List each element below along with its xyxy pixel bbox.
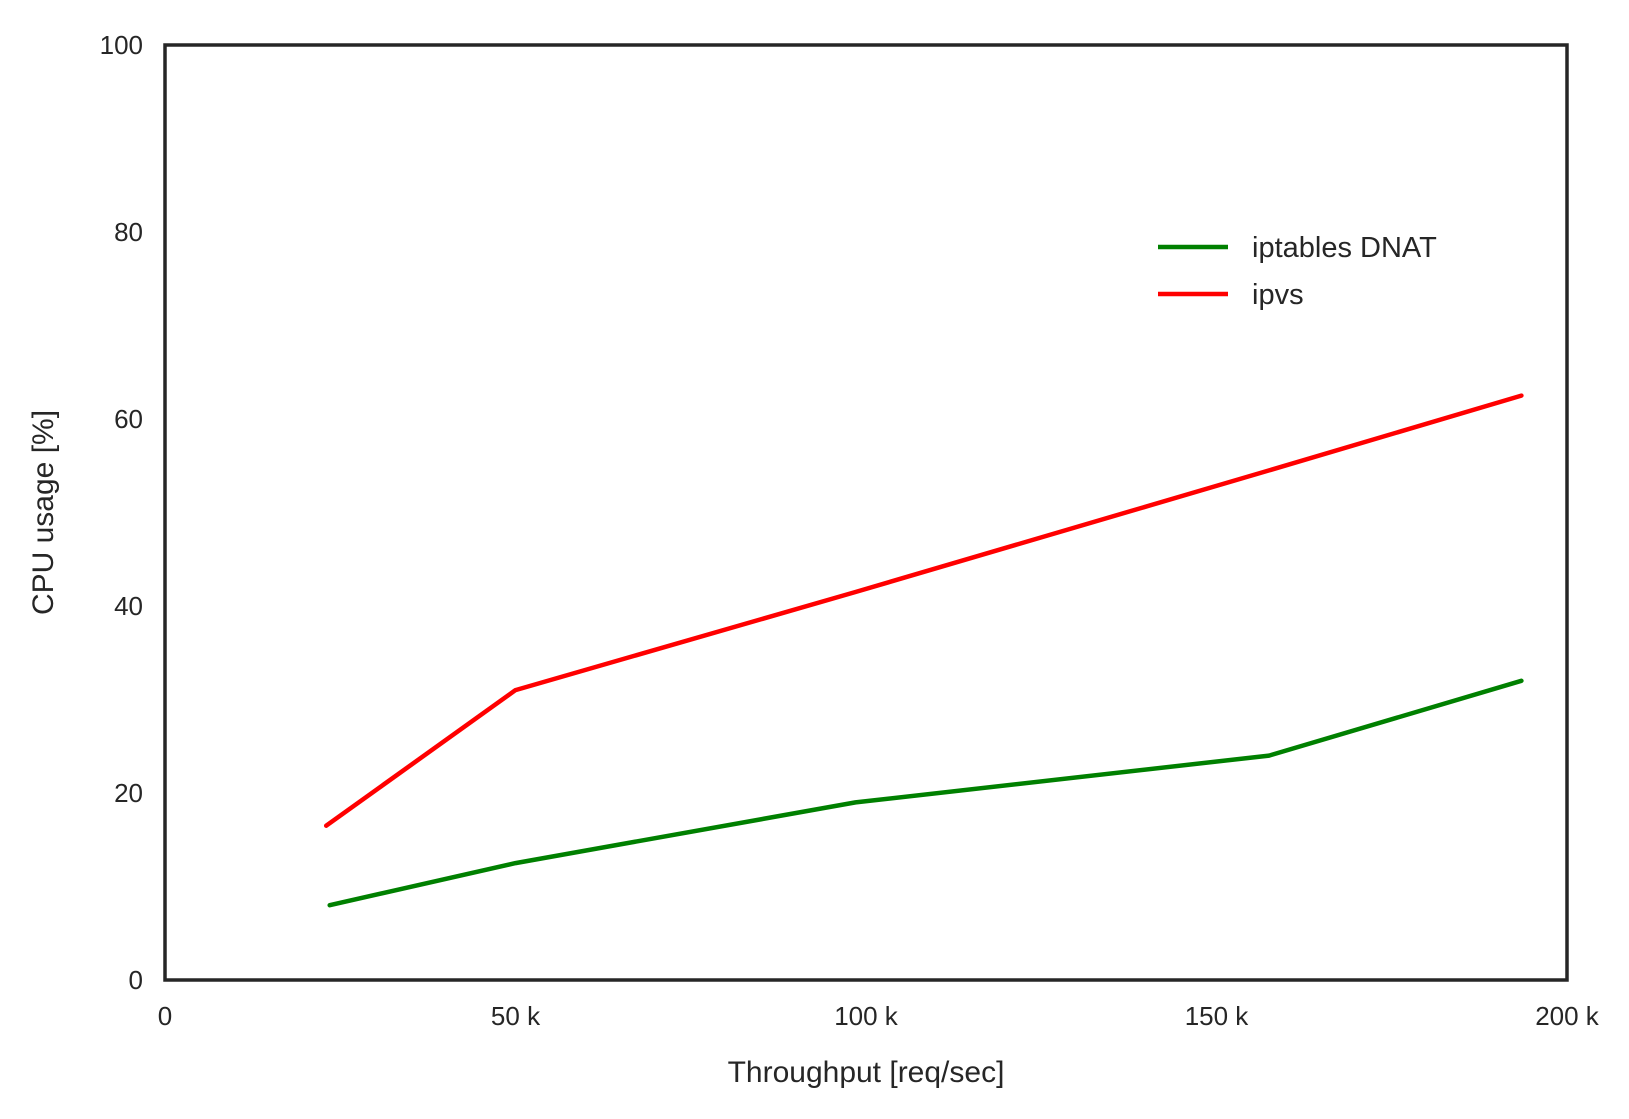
- y-tick-label: 20: [114, 778, 143, 808]
- y-tick-label: 80: [114, 217, 143, 247]
- y-tick-label: 40: [114, 591, 143, 621]
- y-axis-ticks: 0 20 40 60 80 100: [100, 30, 143, 995]
- x-tick-label: 200 k: [1535, 1001, 1600, 1031]
- series-layer: [323, 393, 1524, 908]
- x-axis-label: Throughput [req/sec]: [728, 1056, 1005, 1089]
- x-tick-label: 150 k: [1185, 1001, 1250, 1031]
- x-tick-label: 0: [158, 1001, 172, 1031]
- y-tick-label: 0: [129, 965, 143, 995]
- x-tick-label: 100 k: [834, 1001, 899, 1031]
- series-line-0: [327, 678, 1524, 908]
- plot-frame: [163, 43, 1569, 982]
- x-tick-label: 50 k: [491, 1001, 541, 1031]
- y-tick-label: 100: [100, 30, 143, 60]
- legend: iptables DNAT ipvs: [1158, 232, 1437, 311]
- legend-label: iptables DNAT: [1252, 232, 1437, 264]
- legend-label: ipvs: [1252, 279, 1304, 311]
- y-tick-label: 60: [114, 404, 143, 434]
- y-axis-label: CPU usage [%]: [27, 410, 60, 615]
- series-line-1: [323, 393, 1524, 828]
- x-axis-ticks: 0 50 k 100 k 150 k 200 k: [158, 1001, 1600, 1031]
